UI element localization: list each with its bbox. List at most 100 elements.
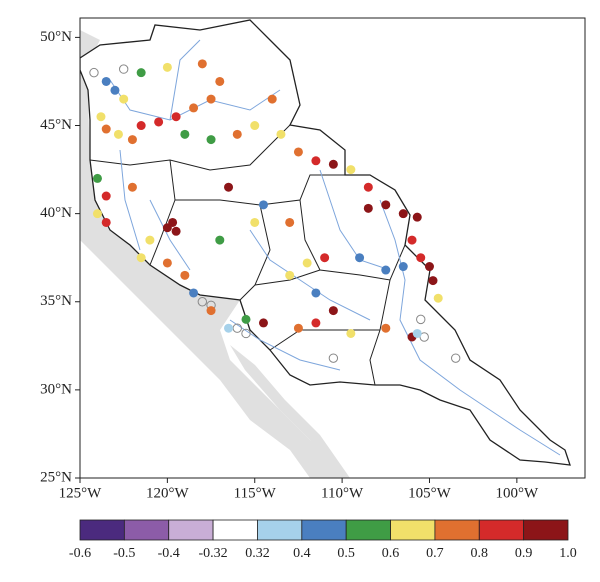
station [302,258,312,268]
colorbar: -0.6 -0.5 -0.4 -0.32 0.32 0.4 0.5 0.6 0.7 0.8 0.9 1… [69,519,577,561]
colorbar-label: 0.32 [245,546,270,561]
insignificant-station [241,328,251,339]
station [363,203,373,213]
colorbar-swatch [212,519,258,541]
station [412,212,422,222]
station [428,276,438,286]
station [258,318,268,328]
station [232,129,242,139]
insignificant-station [328,353,339,363]
station [180,270,190,280]
station [363,182,373,192]
x-tick-label: 125°W [59,485,102,501]
station [215,76,225,86]
colorbar-label: 0.5 [337,546,355,561]
insignificant-station [89,67,99,78]
colorbar-swatch [168,519,214,541]
station [180,129,190,139]
station [381,265,391,275]
station [110,85,120,95]
station [101,76,111,86]
station [320,253,330,263]
station [206,94,216,104]
y-tick-label: 35°N [40,293,72,309]
station [416,253,426,263]
colorbar-swatch [478,519,525,541]
rivers [109,39,561,456]
station [136,253,146,263]
colorbar-label: 0.4 [293,546,311,561]
colorbar-label: 1.0 [559,546,577,561]
station [154,117,164,127]
basin-outline [80,19,571,466]
y-tick-label: 50°N [40,29,72,45]
colorbar-label: 0.7 [426,546,444,561]
x-tick-label: 110°W [321,485,364,501]
station [276,129,286,139]
station [258,200,268,210]
station [433,293,443,303]
station [96,112,106,122]
station [101,191,111,201]
station [113,129,123,139]
station [241,314,251,324]
station [145,235,155,245]
station [398,262,408,272]
station [328,306,338,316]
station [206,135,216,145]
station [424,262,434,272]
station [398,209,408,219]
y-tick-label: 45°N [40,117,72,133]
x-tick-label: 100°W [496,485,539,501]
station [197,59,207,69]
station [311,156,321,166]
station [127,182,137,192]
colorbar-swatch [523,519,569,541]
station [267,94,277,104]
station [101,217,111,227]
station [171,112,181,122]
station [328,159,338,169]
station [381,200,391,210]
colorbar-label: -0.5 [113,546,135,561]
station [127,135,137,145]
basemap [80,19,571,478]
colorbar-swatch [123,519,170,541]
station [311,318,321,328]
station [119,94,129,104]
station [285,217,295,227]
station [346,328,356,338]
insignificant-station [232,323,242,333]
station [355,253,365,263]
station [250,121,260,131]
station [293,323,303,333]
station [381,323,391,333]
station [224,323,234,333]
station [215,235,225,245]
colorbar-swatch [345,519,391,541]
y-tick-label: 40°N [40,205,72,221]
station [285,270,295,280]
colorbar-label: -0.32 [199,546,228,561]
colorbar-label: -0.4 [158,546,180,561]
station [162,258,172,268]
colorbar-label: 0.9 [515,546,533,561]
colorbar-swatch [434,519,480,541]
insignificant-station [416,314,426,325]
colorbar-label: 0.8 [471,546,489,561]
x-tick-label: 120°W [146,485,189,501]
land-outside [80,30,340,478]
station [346,165,356,175]
y-tick-label: 30°N [40,381,72,397]
station [162,223,172,233]
station [101,124,111,134]
station [189,103,199,113]
station [206,306,216,316]
map-frame [79,17,586,479]
station [407,235,417,245]
insignificant-station [450,353,461,363]
station [92,209,102,219]
insignificant-station [118,64,129,74]
y-tick-label: 25°N [40,469,72,485]
